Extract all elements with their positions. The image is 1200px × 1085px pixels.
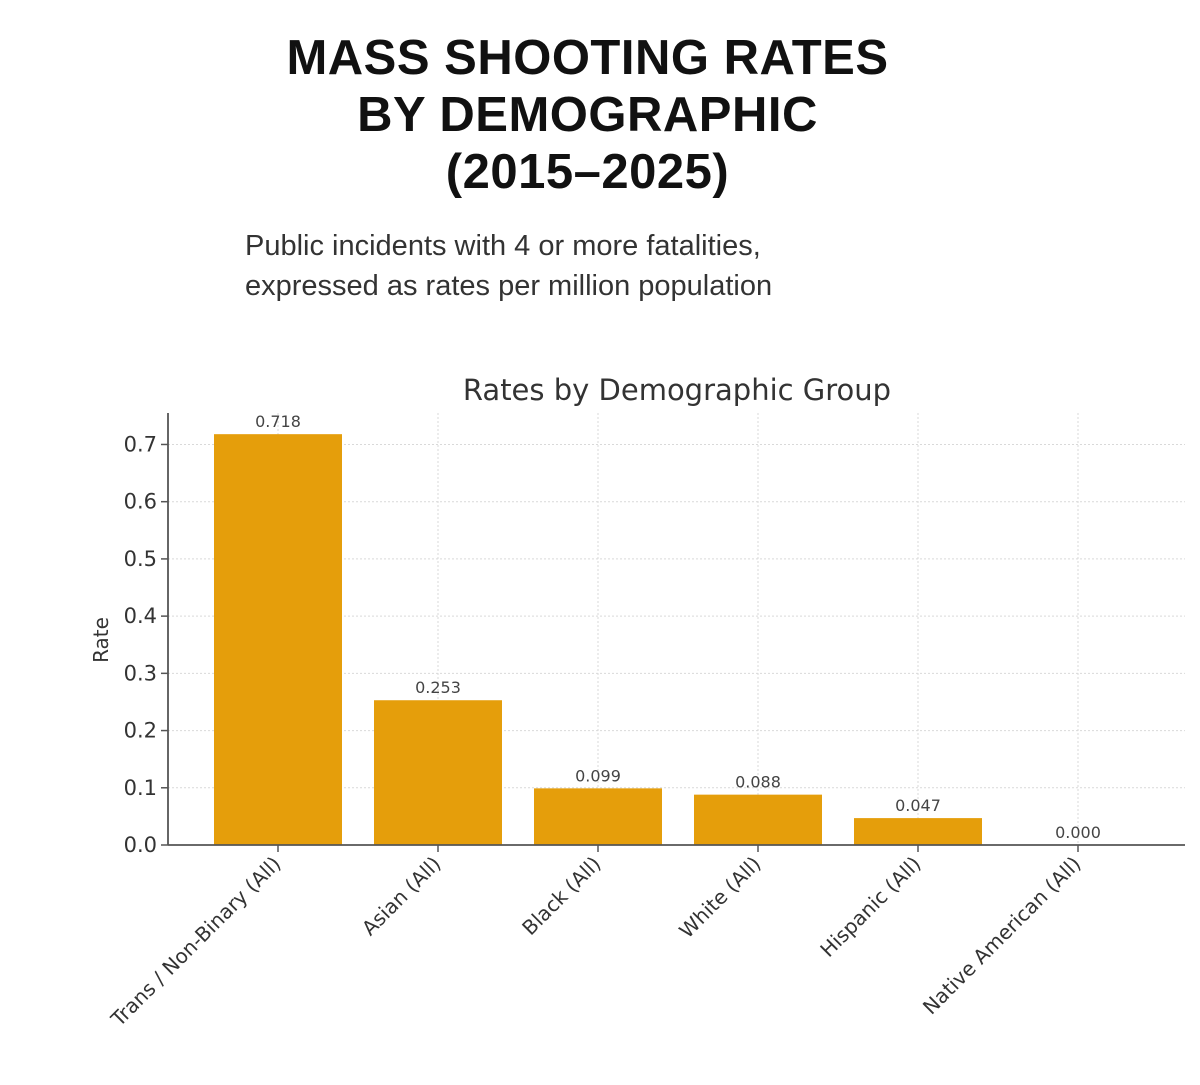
bar-value-label: 0.253 xyxy=(415,678,461,697)
title-line-1: MASS SHOOTING RATES xyxy=(286,31,889,85)
x-tick-labels: Trans / Non-Binary (All) Asian (All) Black… xyxy=(105,845,1086,1032)
y-tick-labels: 0.0 0.1 0.2 0.3 0.4 0.5 0.6 0.7 xyxy=(124,432,168,857)
bar xyxy=(214,434,342,845)
y-tick-label: 0.5 xyxy=(124,547,157,571)
bar xyxy=(534,788,662,845)
bar xyxy=(374,700,502,845)
bar-value-label: 0.047 xyxy=(895,796,941,815)
x-tick-label: Native American (All) xyxy=(918,852,1086,1020)
title-line-2: BY DEMOGRAPHIC xyxy=(357,88,818,142)
bar-value-label: 0.088 xyxy=(735,773,781,792)
y-tick-label: 0.3 xyxy=(124,661,157,685)
x-tick-label: Asian (All) xyxy=(357,852,446,941)
page-subtitle: Public incidents with 4 or more fataliti… xyxy=(245,226,772,306)
subtitle-line-1: Public incidents with 4 or more fataliti… xyxy=(245,230,761,262)
y-axis-label: Rate xyxy=(89,617,113,663)
x-tick-label: Trans / Non-Binary (All) xyxy=(105,852,285,1032)
y-tick-label: 0.0 xyxy=(124,833,157,857)
y-tick-label: 0.6 xyxy=(124,490,157,514)
chart-bars xyxy=(214,434,982,845)
y-tick-label: 0.7 xyxy=(124,432,157,456)
y-tick-label: 0.2 xyxy=(124,719,157,743)
y-tick-label: 0.1 xyxy=(124,776,157,800)
bar-value-label: 0.099 xyxy=(575,766,621,785)
x-tick-label: White (All) xyxy=(674,852,765,943)
chart-title: Rates by Demographic Group xyxy=(463,373,891,407)
x-tick-label: Hispanic (All) xyxy=(815,852,925,962)
y-tick-label: 0.4 xyxy=(124,604,157,628)
x-tick-label: Black (All) xyxy=(517,852,605,940)
bar-value-label: 0.718 xyxy=(255,412,301,431)
bar xyxy=(854,818,982,845)
subtitle-line-2: expressed as rates per million populatio… xyxy=(245,270,773,302)
bar xyxy=(694,794,822,845)
bar-value-label: 0.000 xyxy=(1055,823,1101,842)
page-title: MASS SHOOTING RATES BY DEMOGRAPHIC (2015… xyxy=(0,30,1175,201)
title-line-3: (2015–2025) xyxy=(445,145,730,199)
chart-axes xyxy=(167,413,1185,846)
data-labels: 0.718 0.253 0.099 0.088 0.047 0.000 xyxy=(255,412,1101,842)
